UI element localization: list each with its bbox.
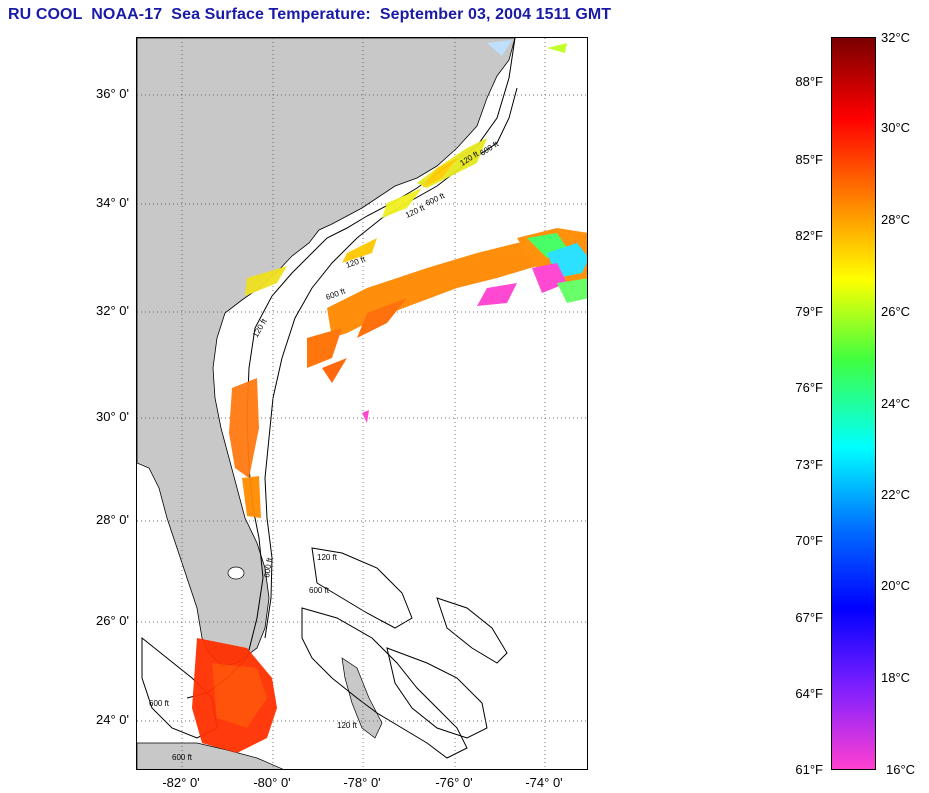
- island: [341, 657, 383, 739]
- colorbar-fahrenheit-label: 88°F: [795, 74, 823, 89]
- map-title: RU COOL NOAA-17 Sea Surface Temperature:…: [8, 6, 612, 23]
- colorbar-celsius-label: 18°C: [881, 670, 911, 685]
- us-landmass: [137, 38, 516, 667]
- colorbar-celsius-label: 26°C: [881, 304, 911, 319]
- lat-tick-label: 34° 0': [96, 195, 129, 210]
- colorbar-fahrenheit-label: 64°F: [795, 686, 823, 701]
- contour-label: 600 ft: [309, 586, 330, 595]
- lat-tick-label: 28° 0': [96, 512, 129, 527]
- temperature-colorbar: [831, 37, 876, 770]
- lat-lon-grid: [137, 38, 587, 769]
- colorbar-fahrenheit-label: 67°F: [795, 610, 823, 625]
- colorbar-fahrenheit-label: 76°F: [795, 380, 823, 395]
- sst-patches: [192, 40, 587, 753]
- colorbar-fahrenheit-label: 73°F: [795, 457, 823, 472]
- contour-label: 600 ft: [325, 286, 348, 302]
- lake-okeechobee: [227, 566, 245, 580]
- lat-tick-label: 36° 0': [96, 86, 129, 101]
- contour-label: 600 ft: [262, 556, 274, 578]
- lat-tick-label: 26° 0': [96, 613, 129, 628]
- colorbar-fahrenheit-label: 79°F: [795, 304, 823, 319]
- lon-tick-label: -80° 0': [253, 775, 291, 790]
- colorbar-celsius-label: 28°C: [881, 212, 911, 227]
- colorbar-fahrenheit-label: 61°F: [795, 762, 823, 777]
- contour-label: 120 ft: [317, 553, 338, 562]
- lat-tick-label: 30° 0': [96, 409, 129, 424]
- lon-tick-label: -76° 0': [435, 775, 473, 790]
- island: [137, 742, 284, 769]
- lon-tick-label: -74° 0': [525, 775, 563, 790]
- colorbar-fahrenheit-label: 70°F: [795, 533, 823, 548]
- colorbar-celsius-label: 20°C: [881, 578, 911, 593]
- contour-label: 120 ft: [251, 316, 269, 339]
- lon-tick-label: -78° 0': [343, 775, 381, 790]
- contour-label: 600 ft: [172, 753, 193, 762]
- colorbar-celsius-label: 24°C: [881, 396, 911, 411]
- colorbar-fahrenheit-label: 82°F: [795, 228, 823, 243]
- contour-label: 120 ft: [337, 721, 358, 730]
- contour-label: 600 ft: [424, 191, 447, 208]
- colorbar-celsius-label: 22°C: [881, 487, 911, 502]
- lon-tick-label: -82° 0': [162, 775, 200, 790]
- colorbar-celsius-label: 30°C: [881, 120, 911, 135]
- sst-map-canvas: 600 ft 120 ft 120 ft 600 ft 120 ft 600 f…: [137, 38, 587, 769]
- sst-map: 600 ft 120 ft 120 ft 600 ft 120 ft 600 f…: [136, 37, 588, 770]
- colorbar-celsius-label: 16°C: [886, 762, 916, 777]
- lat-tick-label: 24° 0': [96, 712, 129, 727]
- lat-tick-label: 32° 0': [96, 303, 129, 318]
- colorbar-fahrenheit-label: 85°F: [795, 152, 823, 167]
- colorbar-celsius-label: 32°C: [881, 30, 911, 45]
- contour-label: 600 ft: [149, 699, 170, 708]
